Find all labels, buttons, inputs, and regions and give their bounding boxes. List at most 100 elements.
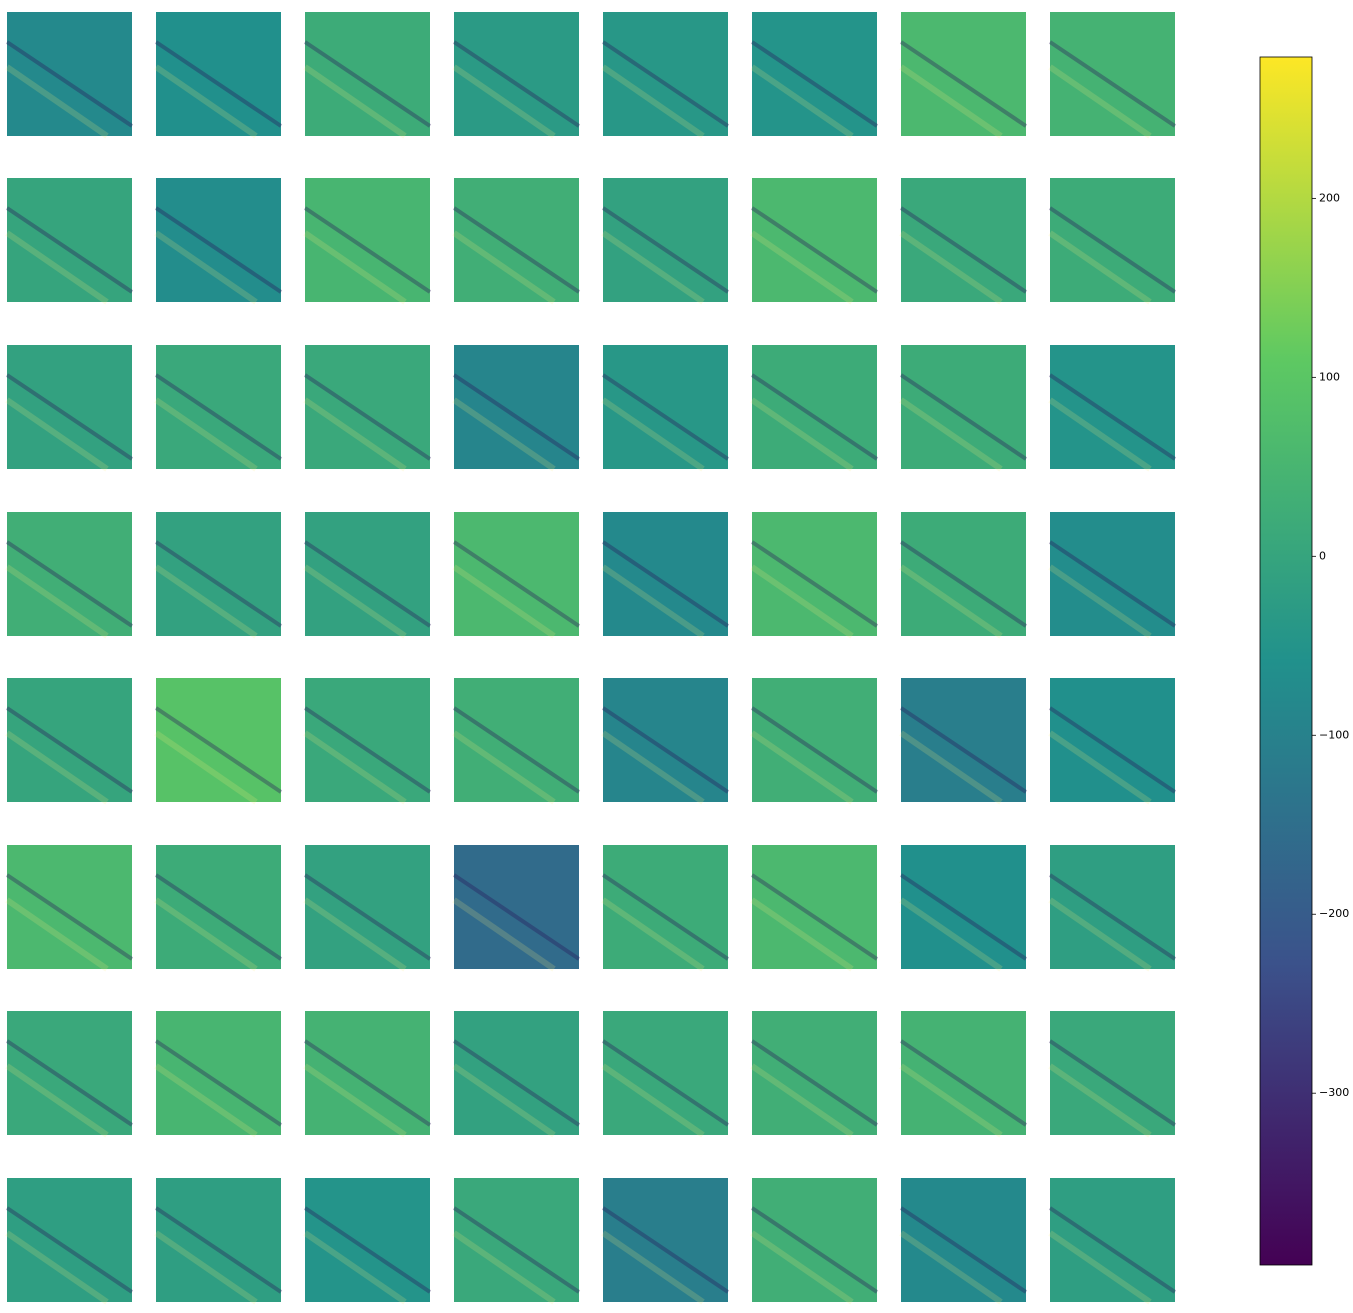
- texture-stripe: [452, 540, 581, 628]
- texture-stripe: [899, 706, 1028, 794]
- texture-stripe: [5, 1230, 109, 1305]
- feature-map: [752, 845, 877, 969]
- texture-stripe: [154, 230, 258, 305]
- texture-stripe: [303, 730, 407, 805]
- texture-stripe: [601, 64, 705, 139]
- texture-stripe: [899, 564, 1003, 639]
- texture-stripe: [1048, 1230, 1152, 1305]
- texture-stripe: [1048, 206, 1177, 294]
- texture-stripe: [303, 1206, 432, 1294]
- feature-map: [7, 678, 132, 802]
- texture-stripe: [750, 897, 854, 972]
- feature-map: [305, 1011, 430, 1135]
- feature-map: [7, 178, 132, 302]
- texture-stripe: [1048, 564, 1152, 639]
- feature-map: [305, 845, 430, 969]
- texture-stripe: [5, 540, 134, 628]
- texture-stripe: [601, 373, 730, 461]
- feature-map: [7, 1178, 132, 1302]
- texture-stripe: [601, 540, 730, 628]
- feature-map: [603, 345, 728, 469]
- feature-map: [901, 12, 1026, 136]
- feature-map: [7, 12, 132, 136]
- feature-map: [1050, 345, 1175, 469]
- feature-map: [7, 1011, 132, 1135]
- texture-stripe: [303, 1230, 407, 1305]
- feature-map: [454, 1178, 579, 1302]
- feature-map: [156, 512, 281, 636]
- texture-stripe: [899, 1063, 1003, 1138]
- texture-stripe: [750, 540, 879, 628]
- feature-map: [7, 512, 132, 636]
- texture-stripe: [750, 206, 879, 294]
- feature-map: [156, 678, 281, 802]
- texture-stripe: [5, 1063, 109, 1138]
- feature-map: [305, 12, 430, 136]
- texture-stripe: [899, 64, 1003, 139]
- texture-stripe: [1048, 64, 1152, 139]
- feature-map: [454, 845, 579, 969]
- texture-stripe: [1048, 230, 1152, 305]
- texture-stripe: [154, 706, 283, 794]
- texture-stripe: [1048, 40, 1177, 128]
- texture-stripe: [303, 1063, 407, 1138]
- texture-stripe: [899, 1230, 1003, 1305]
- texture-stripe: [601, 1039, 730, 1127]
- texture-stripe: [601, 40, 730, 128]
- feature-map: [603, 178, 728, 302]
- feature-map: [454, 1011, 579, 1135]
- tick-label: 100: [1319, 370, 1340, 383]
- texture-stripe: [303, 397, 407, 472]
- texture-stripe: [5, 730, 109, 805]
- texture-stripe: [154, 873, 283, 961]
- texture-stripe: [452, 230, 556, 305]
- texture-stripe: [154, 40, 283, 128]
- texture-stripe: [899, 1206, 1028, 1294]
- feature-map: [156, 345, 281, 469]
- texture-stripe: [303, 64, 407, 139]
- feature-map: [1050, 512, 1175, 636]
- texture-stripe: [5, 206, 134, 294]
- texture-stripe: [303, 706, 432, 794]
- tick-label: −200: [1319, 907, 1349, 920]
- feature-map: [752, 512, 877, 636]
- texture-stripe: [5, 373, 134, 461]
- texture-stripe: [601, 897, 705, 972]
- texture-stripe: [5, 1206, 134, 1294]
- feature-map: [305, 178, 430, 302]
- texture-stripe: [1048, 1039, 1177, 1127]
- texture-stripe: [899, 206, 1028, 294]
- feature-map: [454, 345, 579, 469]
- texture-stripe: [154, 897, 258, 972]
- texture-stripe: [601, 706, 730, 794]
- tick-label: 0: [1319, 549, 1326, 562]
- texture-stripe: [899, 1039, 1028, 1127]
- feature-map: [7, 345, 132, 469]
- texture-stripe: [154, 564, 258, 639]
- texture-stripe: [5, 1039, 134, 1127]
- feature-map: [752, 178, 877, 302]
- texture-stripe: [303, 373, 432, 461]
- texture-stripe: [452, 897, 556, 972]
- tick-label: −100: [1319, 728, 1349, 741]
- feature-map: [901, 512, 1026, 636]
- feature-map: [305, 512, 430, 636]
- feature-map: [1050, 1178, 1175, 1302]
- feature-map: [901, 345, 1026, 469]
- texture-stripe: [750, 230, 854, 305]
- feature-map: [901, 678, 1026, 802]
- texture-stripe: [750, 1039, 879, 1127]
- texture-stripe: [5, 40, 134, 128]
- texture-stripe: [601, 564, 705, 639]
- feature-map: [1050, 1011, 1175, 1135]
- texture-stripe: [899, 873, 1028, 961]
- feature-map: [1050, 12, 1175, 136]
- feature-map: [752, 12, 877, 136]
- texture-stripe: [601, 1206, 730, 1294]
- texture-stripe: [452, 706, 581, 794]
- texture-stripe: [303, 230, 407, 305]
- texture-stripe: [899, 230, 1003, 305]
- texture-stripe: [452, 1206, 581, 1294]
- texture-stripe: [154, 1206, 283, 1294]
- texture-stripe: [5, 564, 109, 639]
